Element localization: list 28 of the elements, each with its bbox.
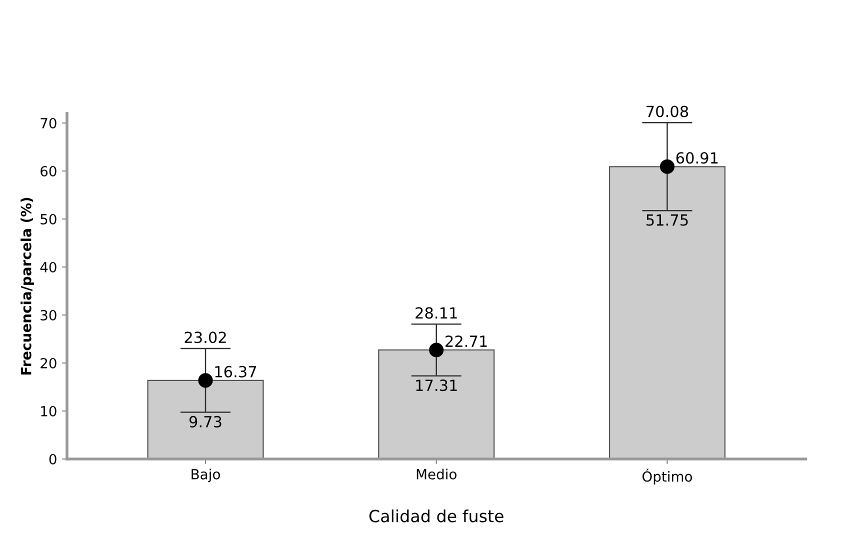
x-axis-title: Calidad de fuste [369,509,504,522]
bar [147,380,264,459]
annotation: 70.08 [646,106,688,118]
y-tick-label: 20 [40,358,56,368]
annotation: 28.11 [416,307,457,319]
bar [378,349,495,459]
x-tick-label: Óptimo [642,468,692,484]
point [198,373,213,388]
y-axis-title: Frecuencia/parcela (%) [20,198,34,374]
annotation: 51.75 [646,214,688,226]
x-tick-label: Bajo [192,468,220,482]
y-tick-label: 50 [40,214,56,224]
y-tick-label: 10 [41,406,56,416]
y-tick-label: 40 [40,262,56,272]
y-tick-label: 60 [40,166,56,176]
y-tick-label: 30 [40,310,56,320]
y-tick-label: 70 [40,118,56,128]
data-label: 16.37 [215,366,256,378]
y-tick-label: 0 [49,454,56,464]
data-label: 60.91 [676,152,718,164]
annotation: 9.73 [189,416,222,428]
x-tick-label: Medio [416,468,456,480]
bar [608,166,726,459]
point [660,159,675,174]
data-label: 22.71 [446,335,487,347]
point [429,342,444,358]
annotation: 17.31 [416,380,457,392]
annotation: 23.02 [184,332,226,344]
